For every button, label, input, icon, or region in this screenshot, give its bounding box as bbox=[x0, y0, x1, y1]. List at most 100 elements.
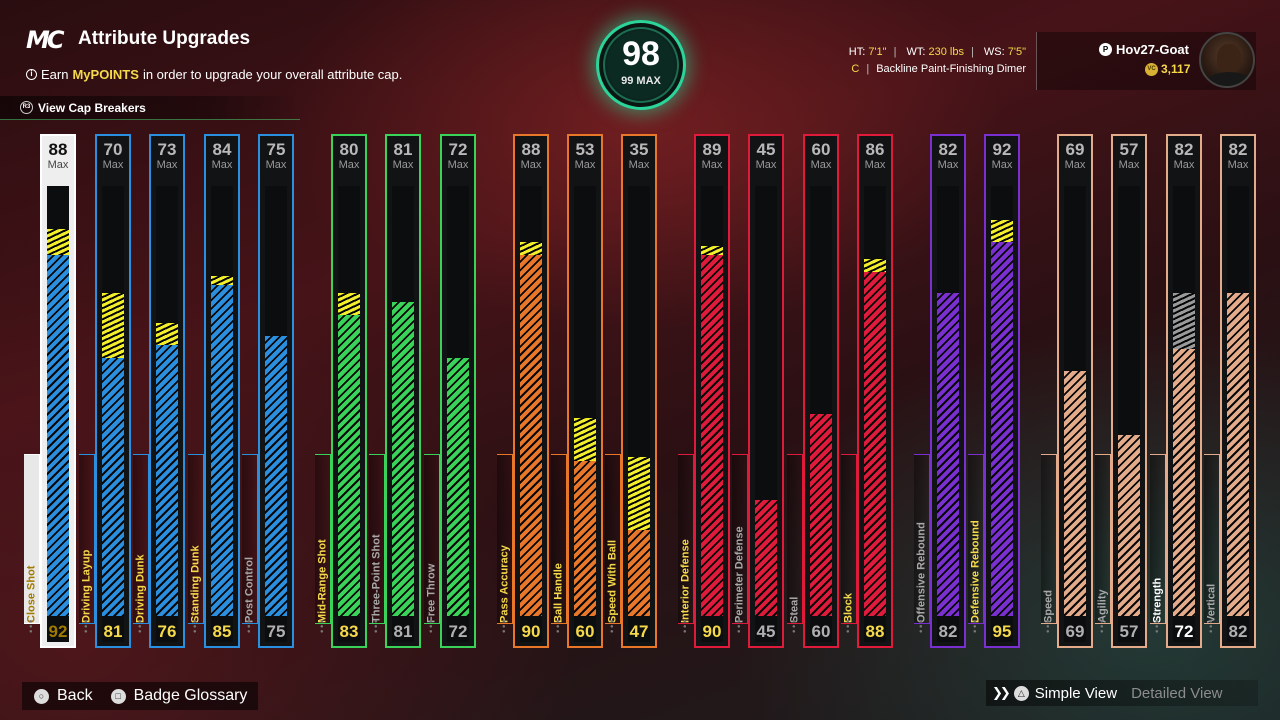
simple-view-option[interactable]: Simple View bbox=[1034, 684, 1118, 702]
attribute-max-label: Max bbox=[1173, 159, 1195, 171]
detailed-view-option[interactable]: Detailed View bbox=[1131, 684, 1223, 702]
attribute-name-label: Interior Defense bbox=[678, 454, 694, 624]
attribute-column-agility[interactable]: 57 Max 57 Agility ● ● ● bbox=[1095, 134, 1147, 648]
attribute-column-driving-dunk[interactable]: 73 Max 76 Driving Dunk ● ● ● bbox=[133, 134, 185, 648]
attribute-fill bbox=[520, 255, 542, 616]
attribute-dots-icon: ● ● ● bbox=[320, 619, 324, 635]
attribute-max-label: Max bbox=[991, 159, 1013, 171]
attribute-upgrade-segment bbox=[1173, 293, 1195, 349]
attribute-column-standing-dunk[interactable]: 84 Max 85 Standing Dunk ● ● ● bbox=[188, 134, 240, 648]
attribute-fill bbox=[1064, 371, 1086, 616]
attribute-dots-icon: ● ● ● bbox=[683, 619, 687, 635]
attribute-column-perimeter-defense[interactable]: 45 Max 45 Perimeter Defense ● ● ● bbox=[732, 134, 784, 648]
attribute-name-label: Mid-Range Shot bbox=[315, 454, 331, 624]
attribute-max-value: 81 bbox=[393, 140, 413, 159]
attribute-current-value: 92 bbox=[48, 622, 68, 641]
attribute-fill bbox=[265, 336, 287, 616]
attribute-column-driving-layup[interactable]: 70 Max 81 Driving Layup ● ● ● bbox=[79, 134, 131, 648]
attribute-dots-icon: ● ● ● bbox=[610, 619, 614, 635]
attribute-dots-icon: ● ● ● bbox=[29, 619, 33, 635]
back-button[interactable]: Back bbox=[57, 687, 93, 704]
attribute-current-value: 76 bbox=[157, 622, 177, 641]
attribute-column-interior-defense[interactable]: 89 Max 90 Interior Defense ● ● ● bbox=[678, 134, 730, 648]
attribute-dots-icon: ● ● ● bbox=[247, 619, 251, 635]
attribute-dots-icon: ● ● ● bbox=[1046, 619, 1050, 635]
attribute-column-block[interactable]: 86 Max 88 Block ● ● ● bbox=[841, 134, 893, 648]
attribute-upgrade-segment bbox=[991, 220, 1013, 242]
attribute-current-value: 88 bbox=[865, 622, 885, 641]
attribute-upgrade-segment bbox=[156, 323, 178, 345]
attribute-max-label: Max bbox=[937, 159, 959, 171]
view-toggle[interactable]: ❯❯ △ Simple View Detailed View bbox=[986, 680, 1258, 706]
attribute-max-label: Max bbox=[338, 159, 360, 171]
attribute-max-label: Max bbox=[574, 159, 596, 171]
info-icon: i bbox=[26, 69, 37, 80]
attribute-max-label: Max bbox=[810, 159, 832, 171]
attribute-current-value: 81 bbox=[393, 622, 413, 641]
weight-value: 230 lbs bbox=[928, 46, 964, 58]
attribute-column-speed-with-ball[interactable]: 35 Max 47 Speed With Ball ● ● ● bbox=[605, 134, 657, 648]
attribute-name-label: Ball Handle bbox=[551, 454, 567, 624]
attribute-column-defensive-rebound[interactable]: 92 Max 95 Defensive Rebound ● ● ● bbox=[968, 134, 1020, 648]
attribute-column-speed[interactable]: 69 Max 69 Speed ● ● ● bbox=[1041, 134, 1093, 648]
attribute-upgrade-segment bbox=[102, 293, 124, 358]
playstation-icon: P bbox=[1099, 43, 1112, 56]
attribute-column-ball-handle[interactable]: 53 Max 60 Ball Handle ● ● ● bbox=[551, 134, 603, 648]
attribute-column-post-control[interactable]: 75 Max 75 Post Control ● ● ● bbox=[242, 134, 294, 648]
player-position: C bbox=[851, 63, 860, 75]
attribute-max-value: 82 bbox=[1228, 140, 1248, 159]
attribute-current-value: 45 bbox=[756, 622, 776, 641]
attribute-fill bbox=[574, 461, 596, 616]
attribute-column-free-throw[interactable]: 72 Max 72 Free Throw ● ● ● bbox=[424, 134, 476, 648]
attribute-fill bbox=[447, 358, 469, 616]
attribute-name-label: Block bbox=[841, 454, 857, 624]
attribute-dots-icon: ● ● ● bbox=[84, 619, 88, 635]
attribute-column-pass-accuracy[interactable]: 88 Max 90 Pass Accuracy ● ● ● bbox=[497, 134, 549, 648]
attribute-max-value: 88 bbox=[48, 140, 68, 159]
attribute-max-value: 73 bbox=[157, 140, 177, 159]
attribute-max-label: Max bbox=[1227, 159, 1249, 171]
attribute-column-vertical[interactable]: 82 Max 82 Vertical ● ● ● bbox=[1204, 134, 1256, 648]
wingspan-value: 7'5" bbox=[1007, 46, 1026, 58]
attribute-upgrade-segment bbox=[701, 246, 723, 255]
attribute-upgrade-segment bbox=[211, 276, 233, 285]
attribute-max-label: Max bbox=[1118, 159, 1140, 171]
attribute-column-three-point-shot[interactable]: 81 Max 81 Three-Point Shot ● ● ● bbox=[369, 134, 421, 648]
attribute-fill bbox=[1227, 293, 1249, 616]
attribute-dots-icon: ● ● ● bbox=[846, 619, 850, 635]
attribute-max-value: 92 bbox=[992, 140, 1012, 159]
attribute-max-value: 53 bbox=[575, 140, 595, 159]
attribute-column-steal[interactable]: 60 Max 60 Steal ● ● ● bbox=[787, 134, 839, 648]
gamertag-text: Hov27-Goat bbox=[1116, 42, 1189, 57]
attribute-fill bbox=[102, 358, 124, 616]
attribute-name-label: Perimeter Defense bbox=[732, 454, 748, 624]
attribute-max-label: Max bbox=[755, 159, 777, 171]
attribute-upgrade-segment bbox=[864, 259, 886, 272]
vc-amount: 3,117 bbox=[1161, 62, 1191, 76]
attribute-name-label: Agility bbox=[1095, 454, 1111, 624]
attribute-column-strength[interactable]: 82 Max 72 Strength ● ● ● bbox=[1150, 134, 1202, 648]
attribute-max-value: 70 bbox=[103, 140, 123, 159]
attribute-current-value: 72 bbox=[1174, 622, 1194, 641]
badge-glossary-button[interactable]: Badge Glossary bbox=[133, 687, 248, 704]
footer-left-actions: ○ Back □ Badge Glossary bbox=[22, 682, 258, 710]
attribute-column-close-shot[interactable]: 88 Max 92 Close Shot ● ● ● bbox=[24, 134, 76, 648]
attribute-fill bbox=[810, 414, 832, 616]
subtitle-prefix: Earn bbox=[41, 67, 69, 82]
attribute-name-label: Pass Accuracy bbox=[497, 454, 513, 624]
attribute-column-mid-range-shot[interactable]: 80 Max 83 Mid-Range Shot ● ● ● bbox=[315, 134, 367, 648]
attribute-upgrade-segment bbox=[520, 242, 542, 255]
attribute-dots-icon: ● ● ● bbox=[374, 619, 378, 635]
attribute-max-value: 80 bbox=[339, 140, 359, 159]
attribute-max-value: 75 bbox=[266, 140, 286, 159]
attribute-current-value: 69 bbox=[1065, 622, 1085, 641]
attribute-max-value: 86 bbox=[865, 140, 885, 159]
vc-coin-icon: VC bbox=[1145, 62, 1158, 76]
attribute-name-label: Standing Dunk bbox=[188, 454, 204, 624]
attribute-fill bbox=[1118, 435, 1140, 616]
attribute-max-value: 69 bbox=[1065, 140, 1085, 159]
attribute-current-value: 57 bbox=[1119, 622, 1139, 641]
view-cap-breakers-button[interactable]: R3 View Cap Breakers bbox=[0, 96, 300, 120]
subtitle-suffix: in order to upgrade your overall attribu… bbox=[142, 67, 403, 82]
attribute-column-offensive-rebound[interactable]: 82 Max 82 Offensive Rebound ● ● ● bbox=[914, 134, 966, 648]
